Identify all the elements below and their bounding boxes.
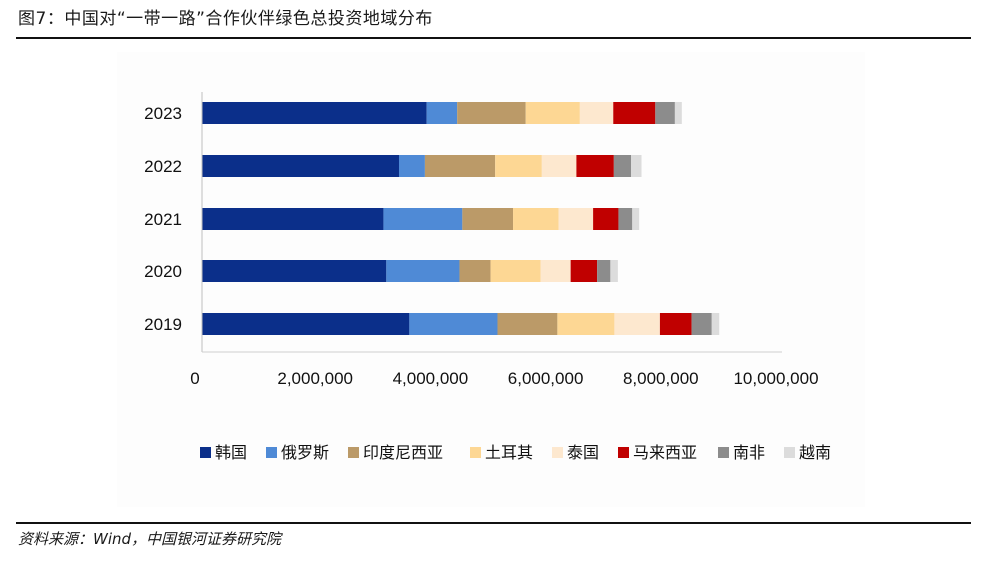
x-tick-label: 4,000,000 — [393, 369, 469, 388]
legend-label-5: 马来西亚 — [633, 443, 697, 462]
bar-segment-2021-4 — [558, 208, 594, 230]
bar-segment-2019-7 — [711, 313, 720, 335]
source-note: 资料来源：Wind，中国银河证券研究院 — [18, 530, 282, 548]
legend-swatch-2 — [348, 447, 359, 458]
bar-segment-2022-5 — [576, 155, 614, 177]
y-tick-label: 2023 — [144, 104, 182, 123]
y-tick-label: 2019 — [144, 315, 182, 334]
x-tick-label: 6,000,000 — [508, 369, 584, 388]
legend-label-1: 俄罗斯 — [281, 443, 329, 462]
bar-segment-2020-2 — [459, 260, 491, 282]
bar-segment-2022-7 — [631, 155, 642, 177]
bar-segment-2022-2 — [424, 155, 496, 177]
figure-title: 图7：中国对“一带一路”合作伙伴绿色总投资地域分布 — [18, 9, 433, 29]
legend-label-2: 印度尼西亚 — [363, 443, 443, 462]
bar-segment-2021-3 — [513, 208, 559, 230]
legend-swatch-6 — [718, 447, 729, 458]
legend-swatch-5 — [618, 447, 629, 458]
legend: 韩国 俄罗斯 印度尼西亚 土耳其 泰国 马来西亚 南非 越南 — [200, 443, 831, 462]
legend-label-3: 土耳其 — [485, 443, 533, 462]
bar-segment-2023-3 — [525, 102, 580, 124]
bar-segment-2019-4 — [614, 313, 660, 335]
legend-swatch-1 — [266, 447, 277, 458]
bar-segment-2023-5 — [613, 102, 656, 124]
bar-segment-2021-6 — [618, 208, 633, 230]
legend-label-6: 南非 — [733, 443, 765, 462]
bar-segment-2022-3 — [495, 155, 542, 177]
bar-segment-2022-1 — [398, 155, 425, 177]
bar-segment-2023-7 — [674, 102, 682, 124]
bar-segment-2020-4 — [540, 260, 571, 282]
legend-swatch-0 — [200, 447, 211, 458]
bar-segment-2020-5 — [570, 260, 598, 282]
bar-segment-2019-6 — [691, 313, 712, 335]
bar-segment-2023-1 — [426, 102, 458, 124]
y-tick-label: 2021 — [144, 210, 182, 229]
axes-layer: 2023 2022 2021 2020 2019 0 2,000,000 4,000,000 6… — [144, 92, 819, 388]
bar-segment-2019-3 — [557, 313, 615, 335]
bar-segment-2020-1 — [386, 260, 460, 282]
bar-segment-2022-0 — [202, 155, 399, 177]
legend-label-0: 韩国 — [215, 443, 247, 462]
bar-segment-2023-2 — [457, 102, 526, 124]
bottom-rule — [16, 522, 971, 524]
x-tick-label: 10,000,000 — [733, 369, 818, 388]
bar-segment-2022-4 — [541, 155, 577, 177]
bar-segment-2020-0 — [202, 260, 387, 282]
y-tick-label: 2020 — [144, 262, 182, 281]
bar-segment-2021-5 — [593, 208, 619, 230]
legend-swatch-4 — [552, 447, 563, 458]
x-tick-label: 2,000,000 — [277, 369, 353, 388]
legend-label-4: 泰国 — [567, 443, 599, 462]
y-tick-label: 2022 — [144, 157, 182, 176]
legend-label-7: 越南 — [799, 443, 831, 462]
bar-segment-2019-1 — [409, 313, 498, 335]
bar-segment-2021-0 — [202, 208, 384, 230]
top-rule — [16, 37, 971, 39]
bar-segment-2023-4 — [579, 102, 614, 124]
legend-swatch-3 — [470, 447, 481, 458]
bar-segment-2020-6 — [597, 260, 611, 282]
x-tick-label: 8,000,000 — [623, 369, 699, 388]
x-tick-label: 0 — [190, 369, 199, 388]
bar-segment-2023-6 — [655, 102, 675, 124]
bar-segment-2023-0 — [202, 102, 427, 124]
bars-layer — [202, 102, 720, 335]
bar-segment-2022-6 — [613, 155, 632, 177]
bar-segment-2021-1 — [383, 208, 463, 230]
bar-segment-2021-7 — [632, 208, 640, 230]
bar-segment-2020-3 — [490, 260, 541, 282]
bar-segment-2019-0 — [202, 313, 410, 335]
legend-swatch-7 — [784, 447, 795, 458]
bar-segment-2019-2 — [497, 313, 558, 335]
bar-segment-2020-7 — [610, 260, 618, 282]
bar-segment-2019-5 — [659, 313, 692, 335]
bar-segment-2021-2 — [462, 208, 514, 230]
